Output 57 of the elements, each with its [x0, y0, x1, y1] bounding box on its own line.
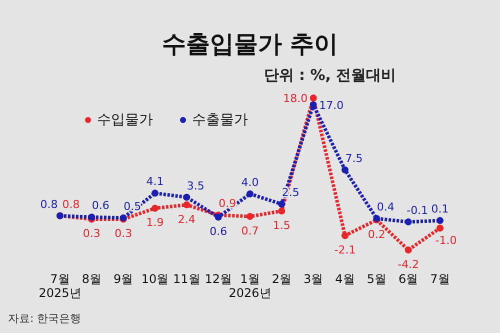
point [246, 190, 254, 198]
data-label: 4.1 [146, 175, 164, 188]
data-label: 3.5 [186, 179, 204, 192]
chart-title: 수출입물가 추이 [162, 30, 338, 58]
text: 자료: 한국은행 [8, 312, 82, 325]
x-tick-label: 6월 [398, 272, 418, 286]
data-label: 0.7 [241, 224, 259, 238]
point [246, 212, 254, 220]
legend-label: 수출물가 [192, 112, 248, 128]
point [404, 218, 412, 226]
data-label: 0.4 [376, 200, 394, 214]
data-label: 2.4 [178, 212, 196, 226]
data-label: 1.5 [272, 218, 290, 232]
x-tick-label: 10월 [141, 272, 169, 286]
chart-subtitle: 단위 : %, 전월대비 [264, 66, 396, 84]
point [278, 200, 286, 208]
point [152, 204, 158, 212]
data-label: 0.9 [218, 197, 236, 210]
x-tick-label: 11월 [173, 272, 200, 286]
data-label: 17.0 [319, 98, 344, 112]
data-label: 0.8 [62, 198, 80, 211]
point [310, 94, 317, 102]
x-tick-label: 3월 [304, 272, 324, 286]
point [436, 217, 444, 224]
legend-label: 수입물가 [97, 112, 153, 128]
data-label: 4.0 [241, 176, 259, 189]
data-label: 0.2 [368, 228, 386, 241]
point [310, 101, 317, 108]
x-tick-label: 9월 [114, 272, 134, 286]
data-label: 0.6 [92, 199, 110, 212]
data-label: 0.6 [210, 225, 228, 238]
x-tick-label: 4월 [335, 272, 355, 286]
point [342, 166, 348, 174]
point [436, 224, 444, 232]
data-label: 0.8 [40, 198, 58, 211]
x-tick-label: 8월 [82, 272, 102, 286]
point [278, 207, 286, 214]
data-label: 0.1 [431, 202, 449, 216]
point [183, 194, 190, 201]
x-tick-label: 7월 2025년 [38, 272, 82, 300]
data-label: 0.3 [114, 227, 132, 240]
data-label: -4.2 [398, 258, 420, 271]
x-tick-label: 2월 [272, 272, 292, 286]
data-label: -0.1 [406, 204, 428, 217]
data-label: 18.0 [283, 92, 308, 105]
point [183, 201, 190, 208]
x-tick-label: 12월 [204, 272, 232, 286]
point [342, 232, 348, 240]
x-tick-label: 5월 [366, 272, 386, 286]
data-label: 7.5 [345, 152, 363, 165]
data-label: 0.3 [82, 227, 100, 240]
point [404, 246, 412, 254]
data-label: 1.9 [146, 216, 164, 230]
x-tick-label: 7월 [430, 272, 450, 286]
data-label: -1.0 [435, 234, 457, 248]
point [152, 190, 158, 197]
data-label: -2.1 [334, 244, 356, 257]
